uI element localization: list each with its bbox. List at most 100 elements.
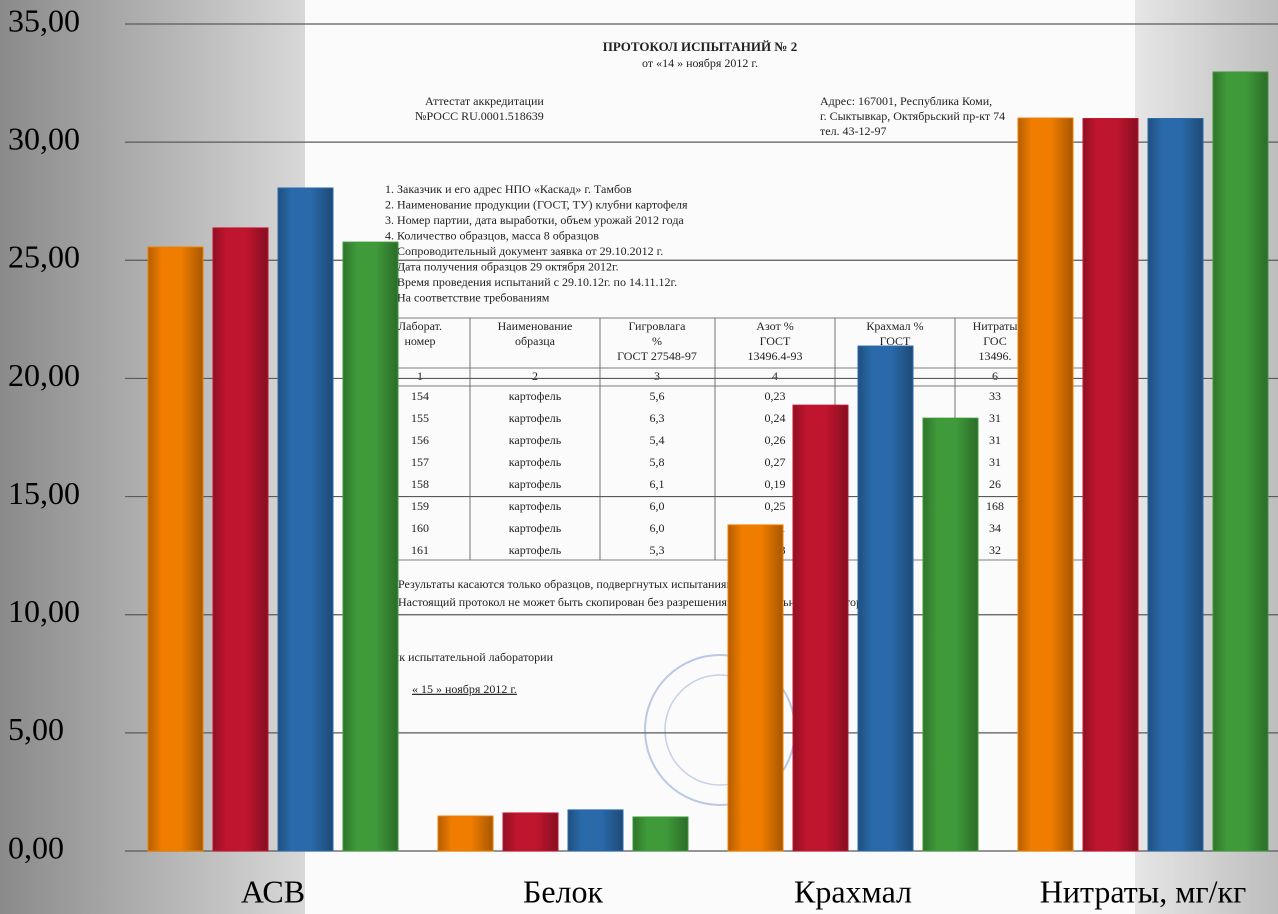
- table-cell: 31: [989, 411, 1001, 425]
- table-cell: 5,3: [650, 543, 665, 557]
- bar: [1082, 118, 1139, 852]
- table-cell: 5,4: [650, 433, 665, 447]
- table-index: 2: [532, 369, 538, 383]
- table-cell: картофель: [509, 521, 562, 535]
- table-header: Лаборат.: [398, 319, 442, 333]
- table-header: образца: [515, 334, 556, 348]
- doc-address: г. Сыктывкар, Октябрьский пр-кт 74: [820, 109, 1005, 123]
- bar: [277, 187, 334, 852]
- bar: [727, 524, 784, 852]
- doc-item: 8. На соответствие требованиям: [385, 290, 550, 304]
- y-tick-label: 10,00: [8, 593, 80, 629]
- table-cell: 0,25: [765, 499, 786, 513]
- table-cell: картофель: [509, 499, 562, 513]
- bar: [212, 227, 269, 852]
- y-tick-label: 25,00: [8, 239, 80, 275]
- table-cell: 168: [986, 499, 1004, 513]
- bar: [1212, 71, 1269, 852]
- y-tick-label: 20,00: [8, 357, 80, 393]
- x-tick-label: Крахмал: [794, 873, 912, 909]
- doc-item: 3. Номер партии, дата выработки, объем у…: [385, 213, 684, 227]
- y-tick-label: 15,00: [8, 475, 80, 511]
- table-header: Наименование: [498, 319, 573, 333]
- table-index: 4: [772, 369, 778, 383]
- doc-accreditation: №РОСС RU.0001.518639: [415, 109, 544, 123]
- table-cell: 0,26: [765, 433, 786, 447]
- doc-address: тел. 43-12-97: [820, 124, 887, 138]
- table-header: Азот %: [756, 319, 793, 333]
- doc-item: 4. Количество образцов, масса 8 образцов: [385, 228, 599, 242]
- table-cell: 32: [989, 543, 1001, 557]
- table-cell: 154: [411, 389, 429, 403]
- table-cell: 6,0: [650, 499, 665, 513]
- table-cell: 6,3: [650, 411, 665, 425]
- table-cell: 6,0: [650, 521, 665, 535]
- bar: [567, 809, 624, 852]
- table-index: 6: [992, 369, 998, 383]
- table-header: 13496.4-93: [748, 349, 803, 363]
- table-cell: 0,24: [765, 411, 786, 425]
- doc-date: от «14 » ноября 2012 г.: [642, 56, 758, 70]
- table-cell: 5,8: [650, 455, 665, 469]
- table-cell: 160: [411, 521, 429, 535]
- bars: [147, 71, 1269, 852]
- doc-item: 1. Заказчик и его адрес НПО «Каскад» г. …: [385, 182, 632, 196]
- y-tick-label: 5,00: [8, 711, 64, 747]
- bar: [632, 816, 689, 852]
- table-cell: 156: [411, 433, 429, 447]
- table-header: ГОСТ 27548-97: [617, 349, 697, 363]
- x-tick-label: Нитраты, мг/кг: [1040, 873, 1246, 909]
- labels: 0,00 5,00 10,00 15,00 20,00 25,00 30,00 35,00 АС…: [8, 2, 1246, 909]
- bar: [792, 404, 849, 852]
- table-cell: 0,23: [765, 389, 786, 403]
- y-tick-label: 0,00: [8, 829, 64, 865]
- doc-item: 7. Время проведения испытаний с 29.10.12…: [385, 275, 677, 289]
- table-cell: картофель: [509, 411, 562, 425]
- document-page: [305, 0, 1135, 914]
- table-header: ГОСТ: [760, 334, 791, 348]
- table-cell: 5,6: [650, 389, 665, 403]
- doc-item: 6. Дата получения образцов 29 октября 20…: [385, 259, 619, 273]
- table-index: 3: [654, 369, 660, 383]
- table-header: ГОС: [983, 334, 1006, 348]
- table-cell: 157: [411, 455, 429, 469]
- doc-accreditation: Аттестат аккредитации: [425, 94, 544, 108]
- table-cell: 31: [989, 455, 1001, 469]
- y-tick-label: 35,00: [8, 2, 80, 38]
- table-cell: 6,1: [650, 477, 665, 491]
- x-tick-label: Белок: [523, 873, 604, 909]
- table-header: 13496.: [979, 349, 1012, 363]
- table-header: %: [652, 334, 662, 348]
- table-cell: 159: [411, 499, 429, 513]
- doc-address: Адрес: 167001, Республика Коми,: [820, 94, 992, 108]
- doc-signature: Начальник испытательной лаборатории: [350, 650, 554, 664]
- table-cell: 0,27: [765, 455, 786, 469]
- table-cell: 31: [989, 433, 1001, 447]
- bar: [857, 345, 914, 852]
- table-cell: картофель: [509, 389, 562, 403]
- y-tick-label: 30,00: [8, 120, 80, 156]
- bar: [922, 417, 979, 852]
- bar: [437, 815, 494, 852]
- table-header: Крахмал %: [866, 319, 923, 333]
- table-cell: картофель: [509, 543, 562, 557]
- table-cell: 26: [989, 477, 1001, 491]
- table-cell: 158: [411, 477, 429, 491]
- doc-signed-date: « 15 » ноября 2012 г.: [412, 682, 517, 696]
- document: ПРОТОКОЛ ИСПЫТАНИЙ № 2 от «14 » ноября 2…: [350, 39, 1135, 806]
- table-cell: картофель: [509, 477, 562, 491]
- table-header: ГОСТ: [880, 334, 911, 348]
- bar: [147, 246, 204, 852]
- table-cell: картофель: [509, 433, 562, 447]
- table-header: Гигровлага: [629, 319, 687, 333]
- table-header: Нитраты: [973, 319, 1018, 333]
- x-tick-label: АСВ: [241, 873, 305, 909]
- table-cell: 34: [989, 521, 1001, 535]
- table-header: номер: [404, 334, 435, 348]
- table-cell: 161: [411, 543, 429, 557]
- doc-item: 2. Наименование продукции (ГОСТ, ТУ) клу…: [385, 197, 688, 211]
- table-cell: 33: [989, 389, 1001, 403]
